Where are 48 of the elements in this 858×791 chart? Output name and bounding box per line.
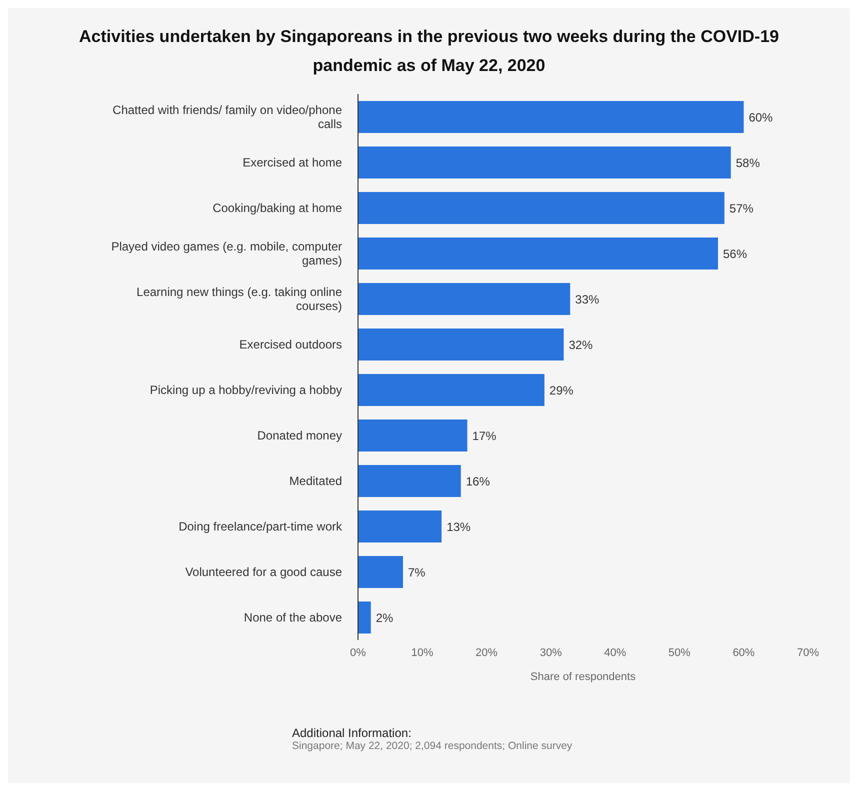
text: Singapore; May 22, 2020; 2,094 respondents; Online survey — [292, 740, 572, 752]
y-tick-label: Volunteered for a good cause — [185, 564, 342, 579]
text: Additional Information: — [292, 726, 412, 740]
data-label: 16% — [466, 474, 490, 488]
y-tick-label: Picking up a hobby/reviving a hobby — [150, 382, 342, 397]
y-tick-label: Exercised outdoors — [239, 337, 342, 352]
bar — [358, 101, 744, 133]
bar — [358, 283, 570, 315]
chart-title: Activities undertaken by Singaporeans in the previous two weeks during the COVID-19 pandemic as of May 22, 2020 — [78, 26, 780, 77]
bar — [358, 238, 718, 270]
bar — [358, 192, 724, 224]
data-label: 7% — [408, 565, 426, 580]
y-tick-label: None of the above — [244, 610, 342, 624]
y-tick-label: Meditated — [289, 474, 342, 488]
bar — [358, 556, 403, 588]
data-label: 57% — [729, 201, 754, 216]
bar — [358, 374, 544, 406]
x-tick-label: 0% — [350, 646, 366, 659]
data-label: 33% — [575, 292, 600, 306]
bar — [358, 146, 731, 178]
bar — [358, 510, 442, 542]
x-tick-label: 50% — [668, 646, 691, 659]
x-axis-title: Share of respondents — [530, 671, 636, 683]
y-tick-label: Chatted with friends/ family on video/phone calls — [112, 102, 342, 131]
data-label: 29% — [549, 383, 574, 398]
x-tick-label: 20% — [476, 646, 498, 659]
data-label: 13% — [446, 520, 471, 534]
data-label: 2% — [376, 610, 394, 625]
bar — [358, 328, 564, 360]
bar — [358, 602, 371, 634]
y-tick-label: Donated money — [257, 428, 342, 442]
y-tick-label: Played video games (e.g. mobile, computer games) — [111, 239, 342, 268]
data-label: 17% — [472, 428, 497, 443]
data-label: 60% — [748, 110, 774, 124]
y-tick-label: Exercised at home — [242, 155, 342, 170]
x-tick-label: 30% — [540, 646, 562, 659]
data-label: 58% — [736, 156, 760, 170]
data-label: 32% — [568, 338, 594, 352]
bar — [358, 465, 461, 497]
x-tick-label: 70% — [796, 646, 820, 659]
y-tick-label: Doing freelance/part-time work — [178, 519, 343, 534]
bar — [358, 420, 468, 452]
data-label: 56% — [723, 246, 748, 261]
y-tick-label: Cooking/baking at home — [212, 200, 342, 215]
x-tick-label: 60% — [732, 646, 755, 659]
x-tick-label: 10% — [411, 646, 434, 659]
x-tick-label: 40% — [604, 646, 626, 659]
y-tick-label: Learning new things (e.g. taking online courses) — [136, 284, 342, 313]
